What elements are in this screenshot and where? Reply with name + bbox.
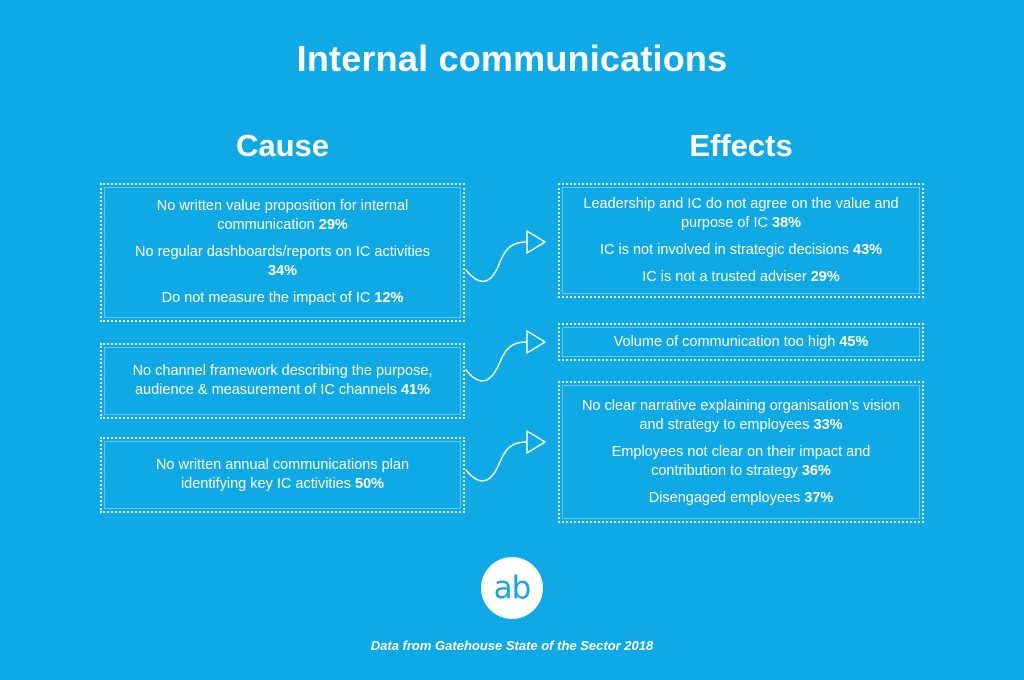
effect-percent: 38% [772,214,802,231]
effect-box: Volume of communication too high 45% [558,323,924,361]
effect-item: No clear narrative explaining organisati… [578,397,904,435]
effect-text: Leadership and IC do not agree on the va… [583,195,899,231]
cause-percent: 50% [355,476,385,492]
ab-logo: ab [481,557,543,619]
cause-percent: 12% [374,290,404,306]
cause-heading: Cause [235,128,330,163]
effect-item: Leadership and IC do not agree on the va… [578,195,904,233]
cause-text: No written value proposition for interna… [156,198,409,233]
cause-percent: 41% [400,382,431,398]
cause-item: Do not measure the impact of IC 12% [162,289,404,308]
effect-item: IC is not a trusted adviser 29% [642,268,839,287]
cause-text: No channel framework describing the purp… [132,363,433,398]
connector-arrow [465,430,546,482]
cause-box: No channel framework describing the purp… [100,343,465,419]
source-note: Data from Gatehouse State of the Sector … [370,638,654,653]
effect-item: Disengaged employees 37% [649,489,834,508]
effect-text: Disengaged employees [648,489,801,506]
effect-box: No clear narrative explaining organisati… [558,381,924,523]
effect-text: Employees not clear on their impact and … [611,443,871,479]
cause-item: No written annual communications plan id… [120,456,445,494]
effect-text: No clear narrative explaining organisati… [581,397,901,433]
connector-arrow [465,330,546,382]
effect-percent: 45% [839,333,869,350]
connector-arrow [465,230,546,283]
effect-item: Employees not clear on their impact and … [578,443,904,481]
cause-item: No regular dashboards/reports on IC acti… [120,243,445,281]
cause-item: No written value proposition for interna… [120,197,445,235]
cause-percent: 29% [318,217,348,233]
effect-box: Leadership and IC do not agree on the va… [558,183,924,298]
effect-percent: 37% [804,489,834,506]
effect-text: IC is not involved in strategic decision… [599,241,849,258]
cause-box: No written annual communications plan id… [100,437,465,513]
page-title: Internal communications [296,38,728,79]
effect-percent: 36% [801,462,831,479]
effect-percent: 43% [853,241,883,258]
effect-text: IC is not a trusted adviser [642,268,807,285]
effect-percent: 29% [810,268,840,285]
effect-percent: 33% [813,416,843,433]
cause-text: Do not measure the impact of IC [161,290,371,306]
effects-heading: Effects [689,128,793,163]
cause-text: No written annual communications plan id… [155,457,410,492]
cause-text: No regular dashboards/reports on IC acti… [135,244,430,260]
cause-box: No written value proposition for interna… [100,183,465,322]
cause-percent: 34% [267,263,298,279]
cause-item: No channel framework describing the purp… [120,362,445,400]
effect-item: Volume of communication too high 45% [614,333,869,352]
effect-item: IC is not involved in strategic decision… [600,241,882,260]
effect-text: Volume of communication too high [613,333,836,350]
